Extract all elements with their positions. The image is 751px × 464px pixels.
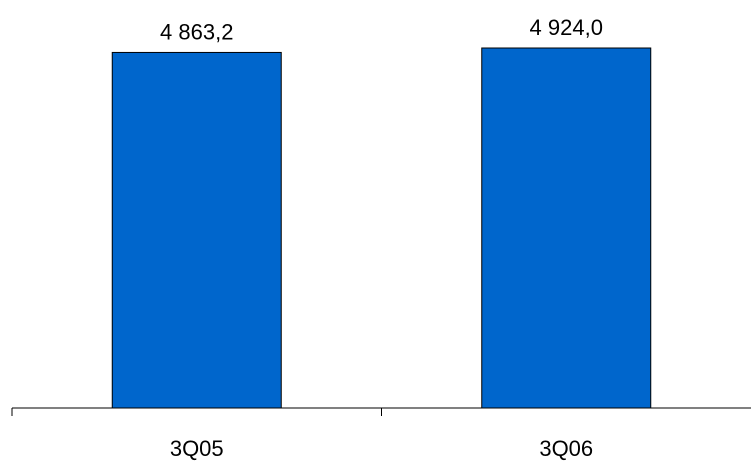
category-labels-group: 3Q05 3Q06	[170, 436, 593, 461]
value-label-3q06: 4 924,0	[530, 15, 603, 40]
category-label-3q06: 3Q06	[539, 436, 593, 461]
value-label-3q05: 4 863,2	[160, 19, 233, 44]
bars-group	[111, 47, 652, 409]
value-labels-group: 4 863,2 4 924,0	[160, 15, 603, 44]
category-label-3q05: 3Q05	[170, 436, 224, 461]
bar-3q06	[481, 47, 652, 409]
x-axis	[11, 407, 751, 416]
bar-3q05	[111, 51, 282, 409]
